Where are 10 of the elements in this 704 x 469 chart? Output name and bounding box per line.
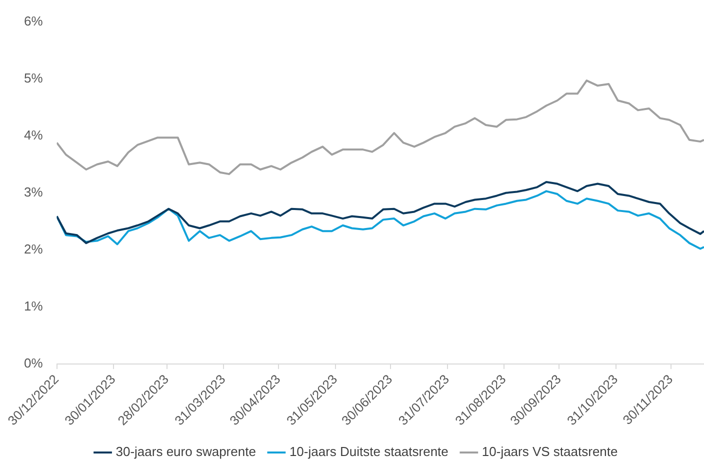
legend-label: 10-jaars Duitste staatsrente bbox=[289, 444, 448, 460]
legend-label: 10-jaars VS staatsrente bbox=[482, 444, 618, 460]
y-tick-label: 3% bbox=[24, 184, 44, 200]
y-tick-label: 4% bbox=[24, 127, 44, 142]
legend-label: 30-jaars euro swaprente bbox=[116, 444, 256, 460]
y-tick-label: 2% bbox=[24, 241, 44, 256]
y-tick-label: 6% bbox=[24, 13, 44, 28]
y-tick-label: 5% bbox=[24, 70, 44, 86]
y-tick-label: 0% bbox=[24, 356, 44, 371]
y-tick-label: 1% bbox=[24, 298, 44, 314]
